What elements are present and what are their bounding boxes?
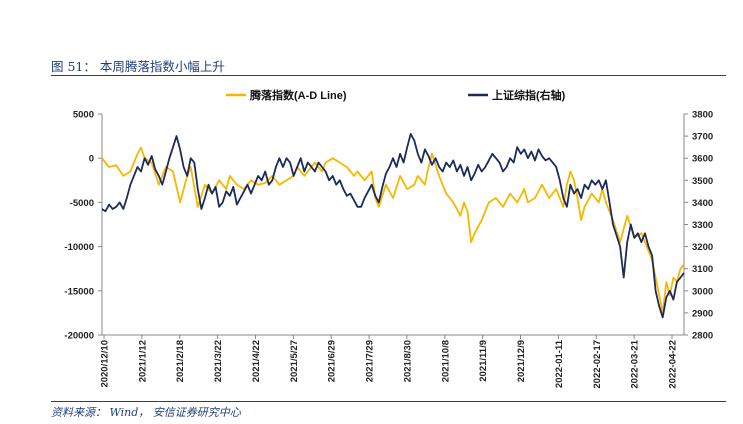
right-tick-label: 3700	[692, 132, 713, 143]
left-tick-label: -10000	[64, 242, 94, 253]
left-tick-label: -15000	[64, 286, 94, 297]
x-tick-label: 2021/2/18	[175, 340, 186, 382]
source-note: 资料来源： Wind， 安信证券研究中心	[51, 406, 241, 419]
right-tick-label: 3100	[692, 264, 713, 275]
legend-label: 上证综指(右轴)	[492, 88, 566, 102]
left-tick-label: 0	[89, 154, 94, 165]
x-tick-label: 2022-03-21	[630, 339, 641, 388]
x-tick-label: 2022-02-17	[592, 340, 603, 389]
left-tick-label: -5000	[70, 198, 94, 209]
bottom-rule	[51, 401, 726, 402]
right-tick-label: 3400	[692, 198, 713, 209]
right-tick-label: 2900	[692, 308, 713, 319]
top-rule	[51, 75, 726, 76]
x-tick-label: 2021/12/9	[516, 340, 527, 382]
right-tick-label: 3600	[692, 154, 713, 165]
right-tick-label: 2800	[692, 331, 713, 342]
right-tick-label: 3800	[692, 110, 713, 121]
index-line-series	[101, 133, 685, 319]
x-tick-label: 2022-01-11	[554, 339, 565, 388]
x-tick-label: 2021/4/22	[251, 340, 262, 382]
x-tick-label: 2021/8/30	[402, 340, 413, 382]
x-tick-label: 2021/11/9	[478, 340, 489, 382]
x-tick-label: 2022-04-22	[668, 340, 679, 389]
left-tick-label: -20000	[64, 331, 94, 342]
x-tick-label: 2021/7/29	[365, 340, 376, 382]
x-tick-label: 2020/12/10	[100, 340, 111, 388]
chart-legend: 腾落指数(A-D Line) 上证综指(右轴)	[226, 88, 566, 102]
x-tick-label: 2021/5/27	[289, 340, 300, 382]
chart-axes: 5000 0 -5000 -10000 -15000 -20000 3800 3700 3600…	[64, 110, 713, 389]
figure-title: 图 51： 本周腾落指数小幅上升	[51, 59, 225, 74]
plot-area	[101, 133, 685, 319]
left-tick-label: 5000	[73, 110, 94, 121]
x-tick-label: 2021/10/8	[440, 340, 451, 382]
right-tick-label: 3200	[692, 242, 713, 253]
right-tick-label: 3500	[692, 176, 713, 187]
x-tick-label: 2021/6/29	[327, 340, 338, 382]
right-tick-label: 3300	[692, 220, 713, 231]
right-tick-label: 3000	[692, 286, 713, 297]
x-tick-label: 2021/3/22	[213, 340, 224, 382]
ad-line-series	[101, 146, 685, 314]
x-tick-label: 2021/1/12	[137, 340, 148, 382]
legend-label: 腾落指数(A-D Line)	[250, 88, 347, 102]
